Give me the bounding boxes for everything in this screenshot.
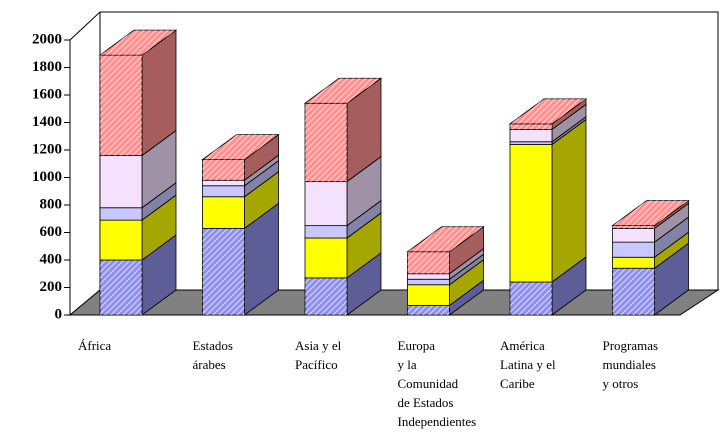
bar-segment — [612, 227, 655, 243]
y-tick-label: 200 — [40, 279, 63, 295]
bar-texture — [202, 159, 245, 181]
bar-side-shade — [449, 226, 484, 274]
x-tick-label: de Estados — [398, 395, 454, 410]
bar-top-texture — [407, 226, 484, 252]
y-tick-label: 1000 — [32, 169, 62, 185]
x-tick-label: Caribe — [500, 376, 535, 391]
bar-texture — [407, 251, 450, 274]
bar-side-shade — [347, 200, 381, 238]
bar-side-shade — [347, 252, 381, 315]
bar-side-shade — [244, 171, 279, 229]
bar-side-shade — [142, 195, 176, 260]
x-tick-label: Independientes — [398, 414, 477, 429]
bar-segment — [509, 144, 553, 283]
x-tick-label: árabes — [193, 357, 226, 372]
bar-segment — [509, 128, 553, 143]
bar-top-texture — [100, 30, 176, 56]
bar-segment — [612, 256, 655, 269]
y-tick-label: 1800 — [32, 59, 62, 75]
bar-side-shade — [449, 280, 484, 315]
bar-segment — [304, 181, 348, 227]
bar-top-texture — [510, 98, 586, 124]
x-tick-label: América — [500, 338, 545, 353]
bar-segment — [304, 237, 348, 279]
bar-texture — [612, 268, 655, 315]
y-tick-label: 1600 — [32, 86, 62, 102]
bar-side-shade — [552, 116, 586, 145]
x-tick-label: Asia y el — [295, 338, 342, 353]
bar-segment — [612, 241, 655, 258]
bar-side-shade — [654, 232, 689, 269]
bar-segment — [407, 273, 450, 280]
bar-segment — [407, 278, 450, 286]
bar-texture — [100, 260, 142, 315]
x-tick-label: mundiales — [603, 357, 656, 372]
y-tick-label: 600 — [40, 224, 63, 240]
bar-top-texture — [612, 200, 689, 226]
bar-segment — [99, 219, 143, 261]
x-tick-label: Latina y el — [500, 357, 556, 372]
bar-segment — [99, 155, 143, 209]
x-tick-label: Comunidad — [398, 376, 459, 391]
bar-side-shade — [244, 160, 279, 197]
bar-side-shade — [449, 259, 484, 306]
bar-side-shade — [244, 134, 279, 181]
bar-segment — [202, 185, 245, 198]
bar-side-shade — [347, 213, 381, 278]
x-tick-label: África — [78, 338, 111, 353]
bar-top-texture — [202, 134, 279, 160]
bar-side-shade — [654, 203, 689, 243]
bar-segment — [202, 179, 245, 187]
bar-side-shade — [142, 182, 176, 221]
y-tick-label: 0 — [55, 306, 63, 322]
x-tick-label: Pacífico — [295, 357, 338, 372]
y-tick-label: 800 — [40, 196, 63, 212]
y-tick-label: 2000 — [32, 31, 62, 47]
bar-texture — [202, 228, 245, 315]
bar-texture — [305, 103, 347, 182]
bar-side-shade — [142, 235, 176, 315]
y-tick-label: 1200 — [32, 141, 62, 157]
bar-top-texture — [305, 78, 381, 104]
bar-texture — [305, 277, 347, 315]
bar-side-shade — [244, 155, 279, 186]
bar-side-shade — [654, 243, 689, 315]
x-tick-label: Programas — [603, 338, 659, 353]
bar-side-shade — [449, 248, 484, 280]
bar-side-shade — [552, 98, 586, 130]
bar-side-shade — [552, 257, 586, 315]
bar-segment — [202, 196, 245, 229]
bar-side-shade — [142, 30, 176, 156]
bar-texture — [100, 55, 142, 156]
bar-side-shade — [244, 203, 279, 315]
y-tick-label: 1400 — [32, 114, 62, 130]
bar-side-shade — [552, 119, 586, 282]
y-tick-label: 400 — [40, 251, 63, 267]
bar-side-shade — [654, 217, 689, 258]
bar-texture — [407, 305, 450, 315]
x-tick-label: y otros — [603, 376, 639, 391]
bar-texture — [510, 123, 552, 130]
x-tick-label: Estados — [193, 338, 233, 353]
bar-segment — [407, 284, 450, 306]
x-tick-label: y la — [398, 357, 417, 372]
bar-texture — [510, 282, 552, 315]
bar-side-shade — [654, 200, 689, 229]
bar-texture — [612, 225, 655, 229]
bar-side-shade — [347, 78, 381, 182]
bar-side-shade — [449, 254, 484, 285]
bar-side-shade — [347, 156, 381, 226]
bar-segment — [99, 207, 143, 221]
bar-segment — [509, 141, 553, 145]
bar-side-shade — [552, 104, 586, 142]
bar-side-shade — [142, 130, 176, 208]
x-tick-label: Europa — [398, 338, 436, 353]
bar-segment — [304, 225, 348, 239]
